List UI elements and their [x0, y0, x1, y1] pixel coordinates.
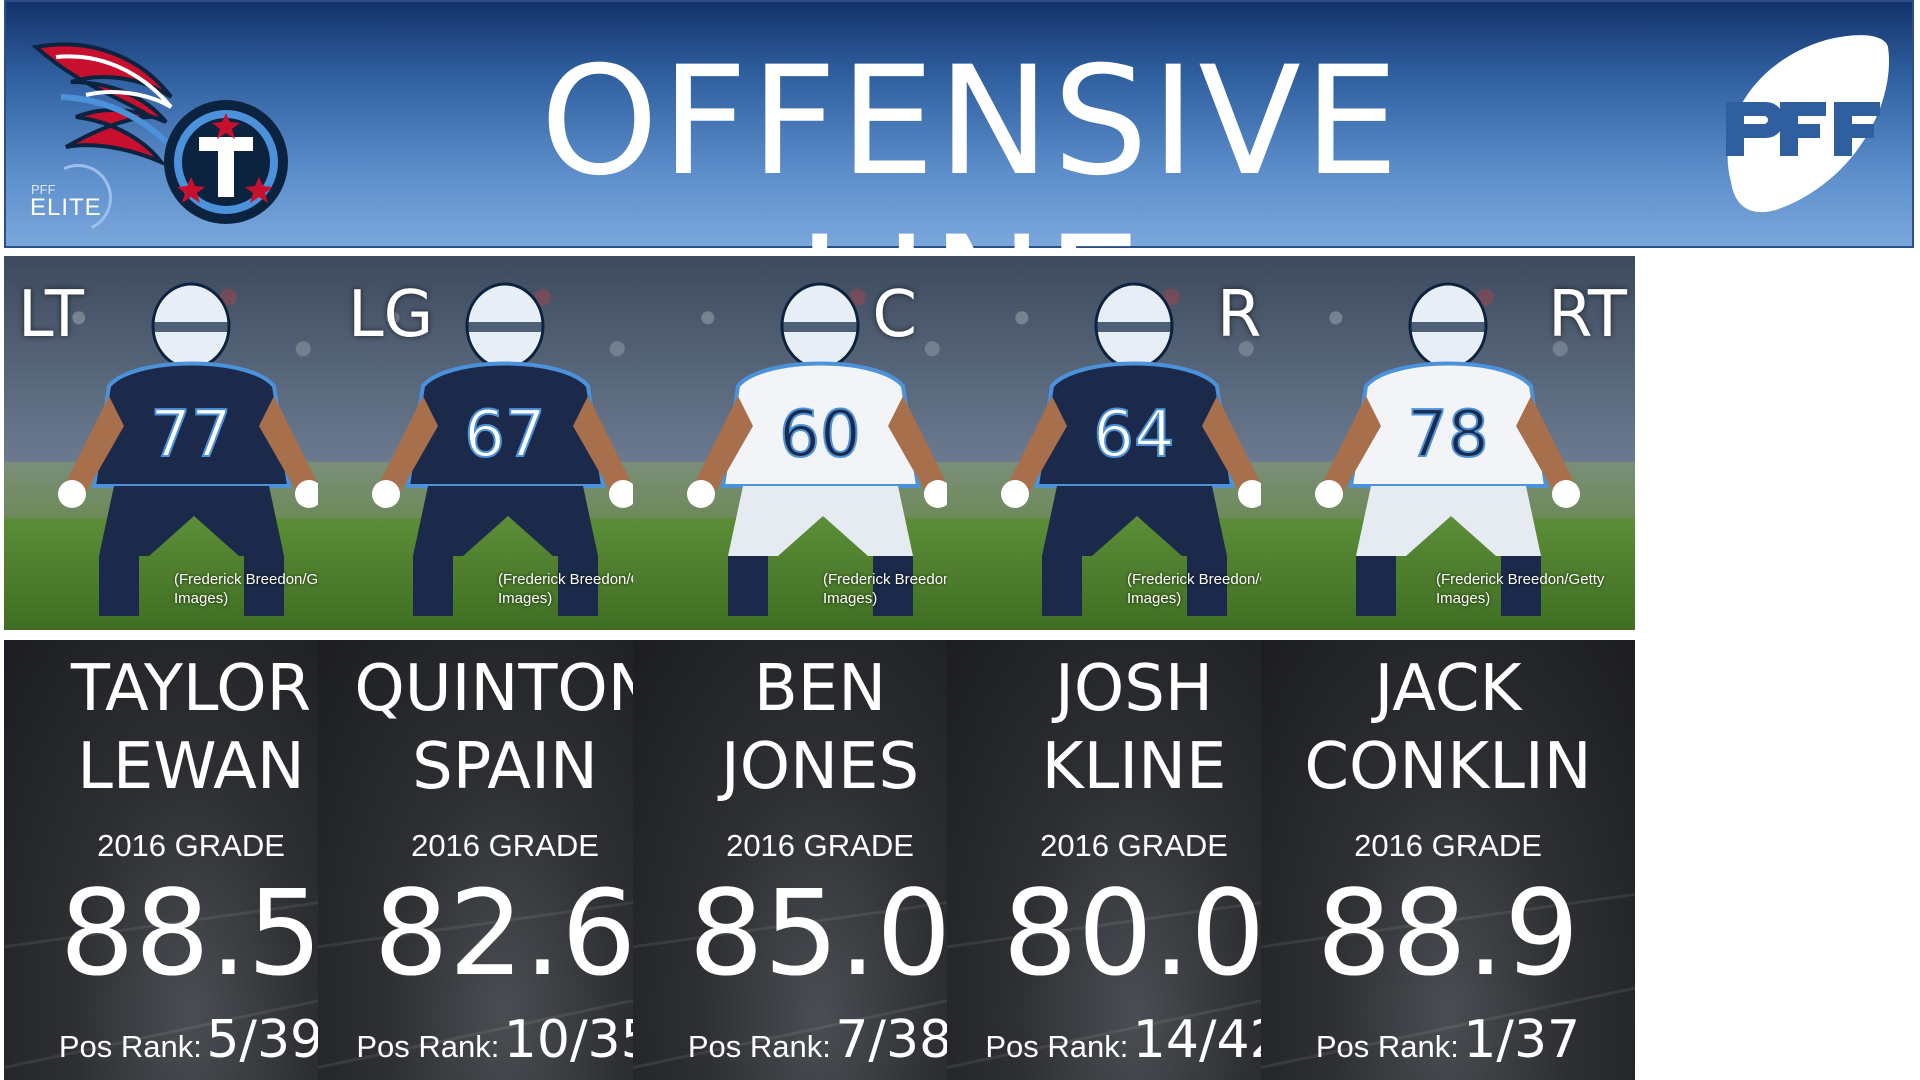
position-rank: Pos Rank: 14/42 — [947, 1010, 1321, 1070]
grade-label: 2016 GRADE — [411, 828, 599, 863]
position-rank-label: Pos Rank: — [1315, 1029, 1459, 1064]
player-column: 64 RG (Frederick Breedon/Getty Images) J… — [947, 256, 1321, 1080]
jersey-number: 60 — [779, 398, 860, 472]
player-name: JACK CONKLIN — [1261, 650, 1635, 806]
player-column: 67 LG (Frederick Breedon/Getty Images) Q… — [318, 256, 692, 1080]
position-rank-label: Pos Rank: — [58, 1029, 202, 1064]
elite-badge-small-text: PFF — [31, 182, 56, 197]
player-stat-card: TAYLOR LEWAN 2016 GRADE 88.5 Pos Rank: 5… — [4, 640, 378, 1080]
position-rank: Pos Rank: 7/38 — [633, 1010, 1007, 1070]
pff-football-logo-icon — [1726, 35, 1890, 213]
field-turf — [947, 517, 1321, 630]
player-first-name: JACK — [1374, 652, 1522, 726]
position-rank: Pos Rank: 1/37 — [1261, 1010, 1635, 1070]
player-last-name: KLINE — [1041, 730, 1227, 804]
player-first-name: TAYLOR — [70, 652, 312, 726]
elite-badge-text: ELITE — [30, 194, 102, 221]
grade-value: 88.5 — [59, 864, 323, 1002]
player-photo: 67 LG (Frederick Breedon/Getty Images) — [318, 256, 692, 630]
position-rank-value: 14/42 — [1132, 1010, 1283, 1070]
player-name: TAYLOR LEWAN — [4, 650, 378, 806]
player-first-name: QUINTON — [354, 652, 656, 726]
position-rank: Pos Rank: 5/39 — [4, 1010, 378, 1070]
grade-label: 2016 GRADE — [1354, 828, 1542, 863]
field-turf — [4, 517, 378, 630]
jersey-number: 64 — [1093, 398, 1174, 472]
field-turf — [318, 517, 692, 630]
player-stat-card: JOSH KLINE 2016 GRADE 80.0 Pos Rank: 14/… — [947, 640, 1321, 1080]
field-lines-texture — [1261, 640, 1635, 1080]
player-last-name: CONKLIN — [1304, 730, 1592, 804]
player-column: 77 LT (Frederick Breedon/Getty Images) T… — [4, 256, 378, 1080]
position-rank-value: 1/37 — [1463, 1010, 1581, 1070]
player-photo: 78 RT (Frederick Breedon/Getty Images) — [1261, 256, 1635, 630]
field-lines-texture — [947, 640, 1321, 1080]
field-lines-texture — [633, 640, 1007, 1080]
player-photo: 60 C (Frederick Breedon/Getty Images) — [633, 256, 1007, 630]
field-lines-texture — [4, 640, 378, 1080]
position-label: LG — [348, 278, 434, 352]
header-banner: PFF ELITE OFFENSIVE LINE — [4, 0, 1914, 377]
player-name: BEN JONES — [633, 650, 1007, 806]
player-last-name: SPAIN — [412, 730, 598, 804]
photo-credit: (Frederick Breedon/Getty Images) — [1436, 571, 1605, 607]
titans-logo-icon — [31, 42, 288, 224]
field-turf — [1261, 517, 1635, 630]
position-rank-label: Pos Rank: — [985, 1029, 1129, 1064]
pff-elite-badge: PFF ELITE — [24, 154, 122, 242]
player-first-name: JOSH — [1055, 652, 1213, 726]
player-figure-icon: 67 — [372, 282, 637, 616]
photo-credit: (Frederick Breedon/Getty Images) — [174, 571, 343, 607]
player-grid: 77 LT (Frederick Breedon/Getty Images) T… — [4, 256, 1916, 1080]
position-rank-value: 7/38 — [835, 1010, 953, 1070]
field-turf — [633, 517, 1007, 630]
player-last-name: JONES — [720, 730, 920, 804]
position-rank-label: Pos Rank: — [356, 1029, 500, 1064]
photo-credit: (Frederick Breedon/Getty Images) — [1127, 571, 1296, 607]
position-rank-label: Pos Rank: — [687, 1029, 831, 1064]
jersey-number: 77 — [150, 398, 231, 472]
player-figure-icon: 64 — [1001, 282, 1266, 616]
grade-value: 82.6 — [373, 864, 637, 1002]
player-figure-icon: 77 — [58, 282, 323, 616]
position-label: LT — [18, 278, 84, 352]
jersey-number: 67 — [464, 398, 545, 472]
player-figure-icon: 78 — [1315, 282, 1580, 616]
player-figure-icon: 60 — [687, 282, 952, 616]
position-label: RT — [1548, 278, 1627, 352]
player-last-name: LEWAN — [77, 730, 305, 804]
player-stat-card: JACK CONKLIN 2016 GRADE 88.9 Pos Rank: 1… — [1261, 640, 1635, 1080]
player-column: 78 RT (Frederick Breedon/Getty Images) J… — [1261, 256, 1635, 1080]
player-column: 60 C (Frederick Breedon/Getty Images) BE… — [633, 256, 1007, 1080]
photo-credit: (Frederick Breedon/Getty Images) — [498, 571, 667, 607]
grade-label: 2016 GRADE — [1040, 828, 1228, 863]
grade-label: 2016 GRADE — [726, 828, 914, 863]
player-name: JOSH KLINE — [947, 650, 1321, 806]
field-lines-texture — [318, 640, 692, 1080]
position-rank-value: 10/35 — [503, 1010, 654, 1070]
jersey-number: 78 — [1407, 398, 1488, 472]
grade-value: 88.9 — [1316, 864, 1580, 1002]
position-label: C — [872, 278, 917, 352]
player-stat-card: QUINTON SPAIN 2016 GRADE 82.6 Pos Rank: … — [318, 640, 692, 1080]
player-stat-card: BEN JONES 2016 GRADE 85.0 Pos Rank: 7/38 — [633, 640, 1007, 1080]
grade-value: 85.0 — [688, 864, 952, 1002]
player-photo: 77 LT (Frederick Breedon/Getty Images) — [4, 256, 378, 630]
player-first-name: BEN — [753, 652, 887, 726]
grade-label: 2016 GRADE — [97, 828, 285, 863]
grade-value: 80.0 — [1002, 864, 1266, 1002]
player-name: QUINTON SPAIN — [318, 650, 692, 806]
position-rank: Pos Rank: 10/35 — [318, 1010, 692, 1070]
position-rank-value: 5/39 — [206, 1010, 324, 1070]
